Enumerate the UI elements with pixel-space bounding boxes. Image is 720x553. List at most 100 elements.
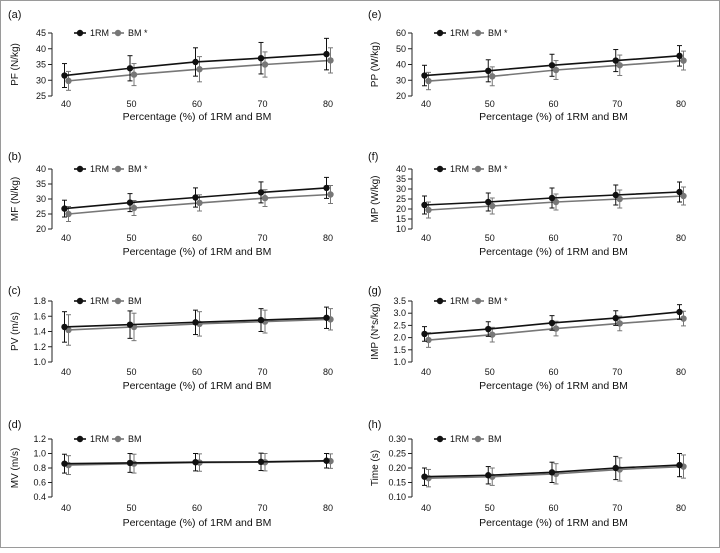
x-tick-label: 40 [61,367,71,377]
legend-label: 1RM [90,28,109,38]
data-point [421,72,428,79]
data-point [552,198,560,206]
data-point [676,188,683,196]
x-tick-label: 40 [61,233,71,243]
y-tick-label: 40 [396,60,406,70]
series-1rm [61,452,330,474]
legend-label: BM [488,434,502,444]
series-1rm [61,176,330,218]
x-axis-label: Percentage (%) of 1RM and BM [123,517,272,529]
y-axis-label: MF (N/kg) [10,177,21,221]
legend-label: 1RM [450,296,469,306]
x-tick-label: 60 [192,99,202,109]
legend: 1RM BM * [74,164,148,174]
x-tick-label: 80 [676,99,686,109]
series-1rm [61,37,330,88]
y-tick-label: 30 [396,184,406,194]
legend-label: BM * [128,164,148,174]
y-tick-label: 15 [396,214,406,224]
series-1rm [421,304,683,342]
x-tick-label: 40 [421,367,431,377]
chart-panel: (d) 0.4 0.6 0.8 1.0 1.2 MV (m/s) 40 50 60 70 80 Perc… [8,419,334,529]
data-point [126,199,134,206]
legend-swatch-marker [114,297,122,305]
data-point [323,184,330,192]
y-tick-label: 40 [36,164,46,174]
y-tick-label: 50 [396,44,406,54]
data-point [126,459,134,467]
panel-label: (h) [368,419,381,431]
legend-swatch-marker [76,297,84,305]
legend: 1RM BM [74,434,142,444]
data-point [261,61,269,68]
y-tick-label: 2.0 [393,333,406,343]
x-tick-label: 50 [485,367,495,377]
data-point [489,202,496,210]
data-point [126,65,134,72]
x-tick-label: 40 [61,99,71,109]
x-tick-label: 80 [323,367,333,377]
y-axis-label: MP (W/kg) [370,175,381,222]
y-tick-label: 0.8 [33,463,46,473]
legend-label: BM * [488,28,508,38]
panel-label: (d) [8,419,21,431]
panel-label: (b) [8,151,21,163]
series-1rm [421,45,683,87]
y-axis-label: PF (N/kg) [10,43,21,86]
panel-label: (a) [8,9,21,21]
x-tick-label: 60 [192,367,202,377]
y-tick-label: 1.0 [33,449,46,459]
x-tick-label: 50 [126,233,136,243]
y-tick-label: 1.4 [33,327,46,337]
data-point [130,71,138,78]
legend: 1RM BM * [74,28,148,38]
legend-swatch-marker [436,165,444,173]
x-tick-label: 50 [485,503,495,513]
y-tick-label: 0.4 [33,492,46,502]
data-point [489,73,496,80]
data-point [421,330,428,338]
x-tick-label: 70 [612,233,622,243]
x-tick-label: 50 [126,99,136,109]
data-point [485,472,492,479]
y-tick-label: 35 [396,174,406,184]
y-tick-label: 0.10 [388,492,406,502]
y-tick-label: 3.0 [393,308,406,318]
legend-label: 1RM [90,434,109,444]
x-axis-label: Percentage (%) of 1RM and BM [123,111,272,123]
data-point [548,319,556,327]
x-tick-label: 80 [323,503,333,513]
data-point [192,459,199,466]
series-1rm [421,181,683,215]
x-tick-label: 60 [192,233,202,243]
y-tick-label: 1.2 [33,342,46,352]
data-point [327,57,334,64]
x-axis-label: Percentage (%) of 1RM and BM [479,246,628,258]
data-point [676,308,683,316]
x-tick-label: 60 [548,503,558,513]
legend: 1RM BM * [434,28,508,38]
data-point [485,67,492,75]
data-point [485,325,492,333]
data-point [261,194,269,202]
data-point [61,72,68,79]
x-axis-label: Percentage (%) of 1RM and BM [123,246,272,258]
y-tick-label: 10 [396,224,406,234]
x-tick-label: 70 [257,503,267,513]
data-point [676,461,683,469]
data-point [552,66,560,74]
data-point [680,315,687,322]
legend-swatch-marker [474,435,482,443]
legend-swatch-marker [474,165,482,173]
x-tick-label: 70 [612,503,622,513]
data-point [65,210,72,218]
data-point [616,62,623,69]
y-tick-label: 20 [396,91,406,101]
legend-label: BM [128,296,142,306]
y-tick-label: 30 [36,194,46,204]
data-point [61,323,68,331]
data-point [257,189,265,196]
